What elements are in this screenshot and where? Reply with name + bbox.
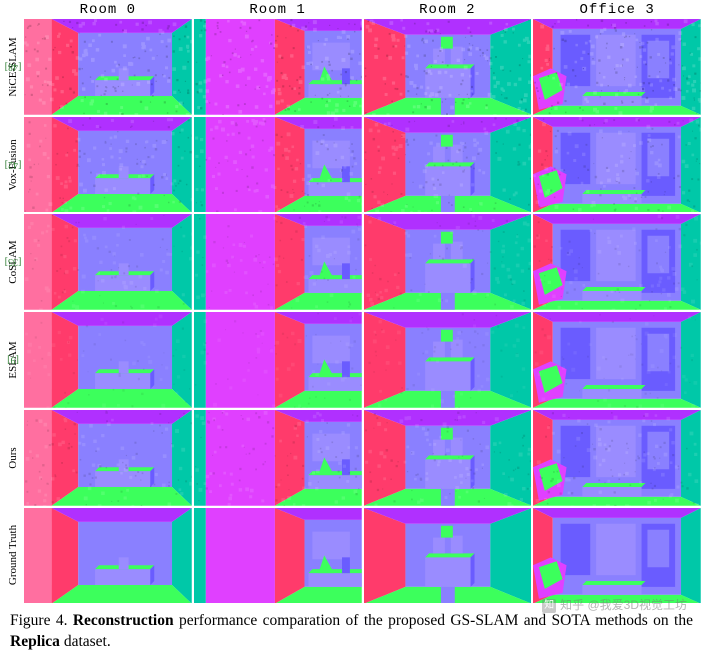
grid-row: Ours xyxy=(4,410,701,506)
normal-map-thumbnail xyxy=(194,508,362,604)
row-label-cite: [42] xyxy=(5,159,22,170)
normal-map-thumbnail xyxy=(194,410,362,506)
row-label-cite: [48] xyxy=(5,61,22,72)
normal-map-thumbnail xyxy=(24,19,192,115)
row-label-cite: [9] xyxy=(7,354,19,365)
normal-map-thumbnail xyxy=(533,508,701,604)
normal-map-thumbnail xyxy=(364,410,532,506)
caption-prefix: Figure 4. xyxy=(10,612,73,629)
normal-map-thumbnail xyxy=(24,508,192,604)
caption-mid: performance comparation of the proposed … xyxy=(174,612,693,629)
grid-row: CoSLAM [35] xyxy=(4,214,701,310)
col-head-office3: Office 3 xyxy=(533,2,701,18)
normal-map-thumbnail xyxy=(194,214,362,310)
normal-map-thumbnail xyxy=(533,117,701,213)
row-label: ESLAM [9] xyxy=(4,312,22,408)
normal-map-thumbnail xyxy=(194,19,362,115)
normal-map-thumbnail xyxy=(194,117,362,213)
figure-caption: Figure 4. Reconstruction performance com… xyxy=(4,605,701,653)
row-label-text: CoSLAM [35] xyxy=(7,241,19,284)
normal-map-thumbnail xyxy=(364,214,532,310)
grid-row: ESLAM [9] xyxy=(4,312,701,408)
row-label: CoSLAM [35] xyxy=(4,214,22,310)
caption-bold1: Reconstruction xyxy=(73,612,174,629)
column-headers: Room 0 Room 1 Room 2 Office 3 xyxy=(4,2,701,18)
normal-map-thumbnail xyxy=(533,19,701,115)
normal-map-thumbnail xyxy=(533,312,701,408)
row-label-text: NiCE-SLAM [48] xyxy=(7,37,19,96)
normal-map-thumbnail xyxy=(364,117,532,213)
row-label: Ours xyxy=(4,410,22,506)
row-label-text: Vox-Fusion [42] xyxy=(7,139,19,190)
col-head-room0: Room 0 xyxy=(24,2,192,18)
normal-map-thumbnail xyxy=(24,312,192,408)
caption-suffix: dataset. xyxy=(60,633,111,650)
figure-4: Room 0 Room 1 Room 2 Office 3 NiCE-SLAM … xyxy=(0,0,705,653)
normal-map-thumbnail xyxy=(194,312,362,408)
normal-map-thumbnail xyxy=(24,410,192,506)
col-head-room1: Room 1 xyxy=(194,2,362,18)
normal-map-thumbnail xyxy=(24,214,192,310)
row-label-cite: [35] xyxy=(5,257,22,268)
row-label: NiCE-SLAM [48] xyxy=(4,19,22,115)
grid-row: NiCE-SLAM [48] xyxy=(4,19,701,115)
grid-row: Ground Truth xyxy=(4,508,701,604)
normal-map-thumbnail xyxy=(364,19,532,115)
normal-map-thumbnail xyxy=(364,312,532,408)
col-head-room2: Room 2 xyxy=(364,2,532,18)
corner-spacer xyxy=(4,2,22,18)
row-label-text: ESLAM [9] xyxy=(7,341,19,378)
caption-bold2: Replica xyxy=(10,633,60,650)
normal-map-thumbnail xyxy=(533,214,701,310)
normal-map-thumbnail xyxy=(364,508,532,604)
row-label: Ground Truth xyxy=(4,508,22,604)
normal-map-thumbnail xyxy=(533,410,701,506)
row-label: Vox-Fusion [42] xyxy=(4,117,22,213)
row-label-text: Ours xyxy=(7,447,19,468)
grid-row: Vox-Fusion [42] xyxy=(4,117,701,213)
normal-map-thumbnail xyxy=(24,117,192,213)
grid-body: NiCE-SLAM [48] Vox-Fusion [42] CoSLAM [35]… xyxy=(4,19,701,603)
row-label-text: Ground Truth xyxy=(7,525,19,585)
